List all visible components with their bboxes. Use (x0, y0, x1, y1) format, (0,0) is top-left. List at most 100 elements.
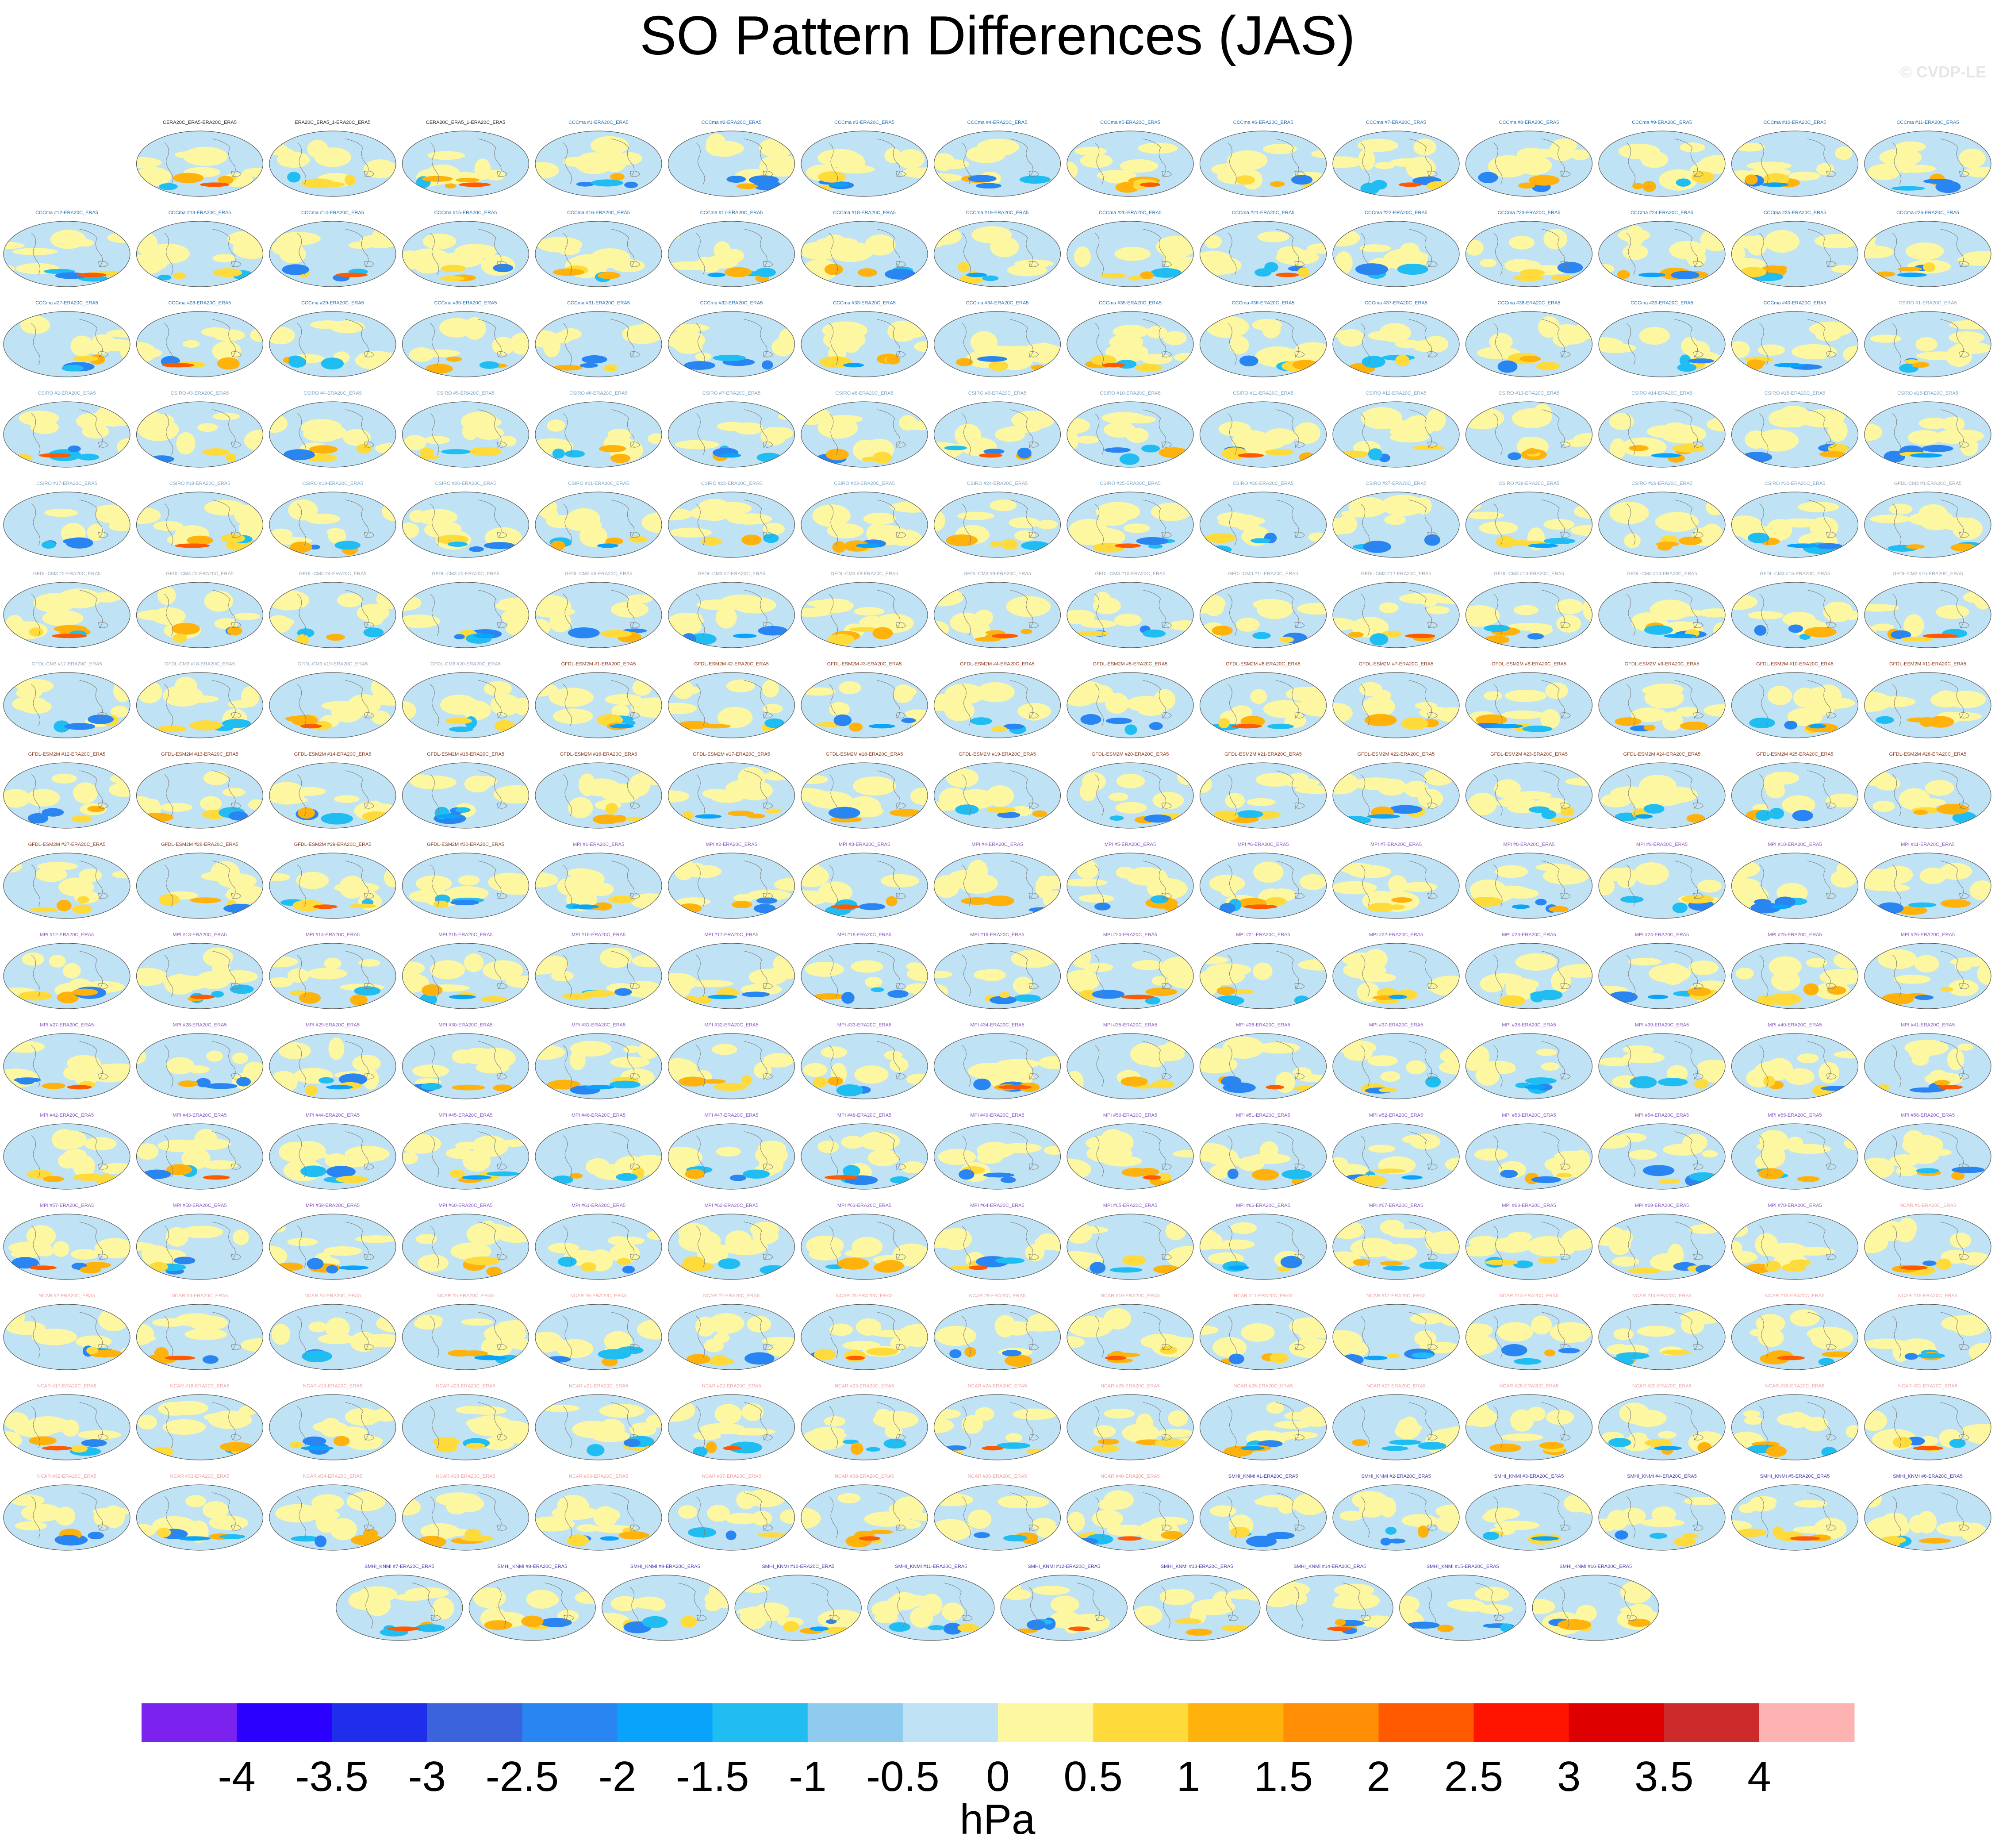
map-panel: SMHI_KNMI #7-ERA20C_ERA5 (336, 1564, 463, 1641)
map-panel: SMHI_KNMI #6-ERA20C_ERA5 (1864, 1474, 1991, 1551)
panel-title: GFDL-CM3 #18-ERA20C_ERA5 (165, 661, 235, 667)
map-panel: NCAR #14-ERA20C_ERA5 (1598, 1293, 1726, 1370)
panel-title: CCCma #10-ERA20C_ERA5 (1764, 120, 1826, 125)
map-panel: CSIRO #11-ERA20C_ERA5 (1199, 391, 1327, 468)
panel-title: NCAR #14-ERA20C_ERA5 (1632, 1293, 1692, 1299)
panel-title: CCCma #33-ERA20C_ERA5 (833, 300, 896, 306)
colorbar-tick-label: -1.5 (676, 1753, 749, 1800)
colorbar-swatch (1473, 1703, 1569, 1742)
map-panel: NCAR #23-ERA20C_ERA5 (801, 1383, 928, 1460)
panel-title: GFDL-ESM2M #26-ERA20C_ERA5 (1889, 752, 1967, 757)
map-panel: GFDL-ESM2M #20-ERA20C_ERA5 (1067, 752, 1194, 829)
panel-title: GFDL-ESM2M #24-ERA20C_ERA5 (1623, 752, 1701, 757)
panel-title: GFDL-ESM2M #29-ERA20C_ERA5 (294, 842, 372, 847)
colorbar-swatch (1569, 1703, 1665, 1742)
panel-title: MPI #2-ERA20C_ERA5 (706, 842, 757, 847)
map-panel: GFDL-CM3 #19-ERA20C_ERA5 (269, 661, 396, 738)
panel-title: SMHI_KNMI #13-ERA20C_ERA5 (1161, 1564, 1233, 1569)
panel-title: CCCma #30-ERA20C_ERA5 (434, 300, 497, 306)
panel-title: GFDL-CM3 #12-ERA20C_ERA5 (1361, 571, 1431, 576)
panel-title: NCAR #11-ERA20C_ERA5 (1234, 1293, 1293, 1299)
map-panel: MPI #58-ERA20C_ERA5 (136, 1203, 264, 1280)
map-panel: MPI #35-ERA20C_ERA5 (1067, 1022, 1194, 1099)
colorbar-swatch (807, 1703, 903, 1742)
map-panel: MPI #47-ERA20C_ERA5 (668, 1113, 795, 1190)
map-panel: CSIRO #21-ERA20C_ERA5 (535, 481, 662, 558)
panel-title: NCAR #17-ERA20C_ERA5 (37, 1383, 96, 1389)
map-panel: CCCma #29-ERA20C_ERA5 (269, 300, 396, 377)
panel-title: MPI #66-ERA20C_ERA5 (1236, 1203, 1290, 1208)
panel-title: MPI #44-ERA20C_ERA5 (306, 1113, 360, 1118)
panel-title: CCCma #37-ERA20C_ERA5 (1365, 300, 1427, 306)
map-panel: CSIRO #5-ERA20C_ERA5 (402, 391, 529, 468)
panel-title: NCAR #6-ERA20C_ERA5 (570, 1293, 627, 1299)
panel-title: MPI #18-ERA20C_ERA5 (837, 932, 891, 937)
map-panel: MPI #25-ERA20C_ERA5 (1731, 932, 1859, 1009)
panel-title: CCCma #31-ERA20C_ERA5 (567, 300, 630, 306)
map-panel: MPI #65-ERA20C_ERA5 (1067, 1203, 1194, 1280)
map-panel: MPI #2-ERA20C_ERA5 (668, 842, 795, 919)
panel-title: CCCma #32-ERA20C_ERA5 (700, 300, 763, 306)
map-panel: SMHI_KNMI #15-ERA20C_ERA5 (1399, 1564, 1527, 1641)
panel-title: MPI #11-ERA20C_ERA5 (1901, 842, 1954, 847)
panel-title: CCCma #14-ERA20C_ERA5 (301, 210, 364, 215)
map-panel: NCAR #10-ERA20C_ERA5 (1067, 1293, 1194, 1370)
panel-title: NCAR #40-ERA20C_ERA5 (1101, 1474, 1160, 1479)
panel-title: CSIRO #13-ERA20C_ERA5 (1499, 391, 1560, 396)
colorbar-swatch (712, 1703, 808, 1742)
map-panel: GFDL-ESM2M #19-ERA20C_ERA5 (933, 752, 1061, 829)
panel-title: NCAR #33-ERA20C_ERA5 (170, 1474, 230, 1479)
colorbar-tick-label: -0.5 (866, 1753, 939, 1800)
panel-title: NCAR #13-ERA20C_ERA5 (1500, 1293, 1559, 1299)
panel-title: CCCma #25-ERA20C_ERA5 (1764, 210, 1826, 215)
panel-title: NCAR #35-ERA20C_ERA5 (436, 1474, 495, 1479)
map-panel: CSIRO #15-ERA20C_ERA5 (1731, 391, 1859, 468)
map-panel: NCAR #24-ERA20C_ERA5 (933, 1383, 1061, 1460)
panel-title: MPI #13-ERA20C_ERA5 (173, 932, 226, 937)
map-panel: NCAR #7-ERA20C_ERA5 (668, 1293, 795, 1370)
panel-title: NCAR #4-ERA20C_ERA5 (304, 1293, 361, 1299)
map-panel: MPI #63-ERA20C_ERA5 (801, 1203, 928, 1280)
chart-title: SO Pattern Differences (JAS) (640, 5, 1355, 66)
map-panel: CCCma #20-ERA20C_ERA5 (1067, 210, 1194, 287)
map-panel: CCCma #32-ERA20C_ERA5 (668, 300, 795, 377)
panel-title: GFDL-CM3 #2-ERA20C_ERA5 (33, 571, 101, 576)
colorbar-swatch (1283, 1703, 1379, 1742)
map-panel: GFDL-CM3 #16-ERA20C_ERA5 (1864, 571, 1991, 648)
map-panel: NCAR #5-ERA20C_ERA5 (402, 1293, 529, 1370)
panel-title: SMHI_KNMI #1-ERA20C_ERA5 (1228, 1474, 1298, 1479)
panel-title: GFDL-ESM2M #3-ERA20C_ERA5 (827, 661, 902, 667)
map-panel: MPI #40-ERA20C_ERA5 (1731, 1022, 1859, 1099)
panel-title: NCAR #39-ERA20C_ERA5 (968, 1474, 1027, 1479)
map-panel: MPI #5-ERA20C_ERA5 (1067, 842, 1194, 919)
panel-title: CSIRO #9-ERA20C_ERA5 (968, 391, 1026, 396)
map-panel: CCCma #3-ERA20C_ERA5 (801, 120, 928, 197)
map-panel: NCAR #9-ERA20C_ERA5 (933, 1293, 1061, 1370)
map-panel: NCAR #26-ERA20C_ERA5 (1199, 1383, 1327, 1460)
map-panel: CCCma #12-ERA20C_ERA5 (3, 210, 130, 287)
colorbar-swatch (1759, 1703, 1855, 1742)
panel-title: SMHI_KNMI #12-ERA20C_ERA5 (1028, 1564, 1100, 1569)
panel-title: CCCma #34-ERA20C_ERA5 (966, 300, 1029, 306)
panel-title: CSIRO #28-ERA20C_ERA5 (1499, 481, 1560, 486)
panel-title: CSIRO #15-ERA20C_ERA5 (1765, 391, 1826, 396)
panel-title: GFDL-ESM2M #27-ERA20C_ERA5 (28, 842, 106, 847)
panel-title: MPI #26-ERA20C_ERA5 (1901, 932, 1955, 937)
panel-title: GFDL-CM3 #7-ERA20C_ERA5 (698, 571, 765, 576)
map-panel: SMHI_KNMI #16-ERA20C_ERA5 (1532, 1564, 1659, 1641)
panel-title: CCCma #22-ERA20C_ERA5 (1365, 210, 1427, 215)
panel-title: NCAR #36-ERA20C_ERA5 (569, 1474, 628, 1479)
panel-title: MPI #42-ERA20C_ERA5 (40, 1113, 94, 1118)
colorbar-unit-label: hPa (960, 1796, 1036, 1843)
map-panel: MPI #33-ERA20C_ERA5 (801, 1022, 928, 1099)
panel-title: NCAR #21-ERA20C_ERA5 (569, 1383, 628, 1389)
panel-title: GFDL-CM3 #15-ERA20C_ERA5 (1760, 571, 1830, 576)
panel-title: MPI #52-ERA20C_ERA5 (1369, 1113, 1423, 1118)
map-panel: GFDL-ESM2M #5-ERA20C_ERA5 (1067, 661, 1194, 738)
panel-title: MPI #16-ERA20C_ERA5 (572, 932, 625, 937)
map-panel: GFDL-CM3 #4-ERA20C_ERA5 (269, 571, 396, 648)
panel-title: GFDL-ESM2M #22-ERA20C_ERA5 (1358, 752, 1435, 757)
map-panel: CSIRO #25-ERA20C_ERA5 (1067, 481, 1194, 558)
map-panel: MPI #23-ERA20C_ERA5 (1465, 932, 1593, 1009)
colorbar-swatch (902, 1703, 998, 1742)
